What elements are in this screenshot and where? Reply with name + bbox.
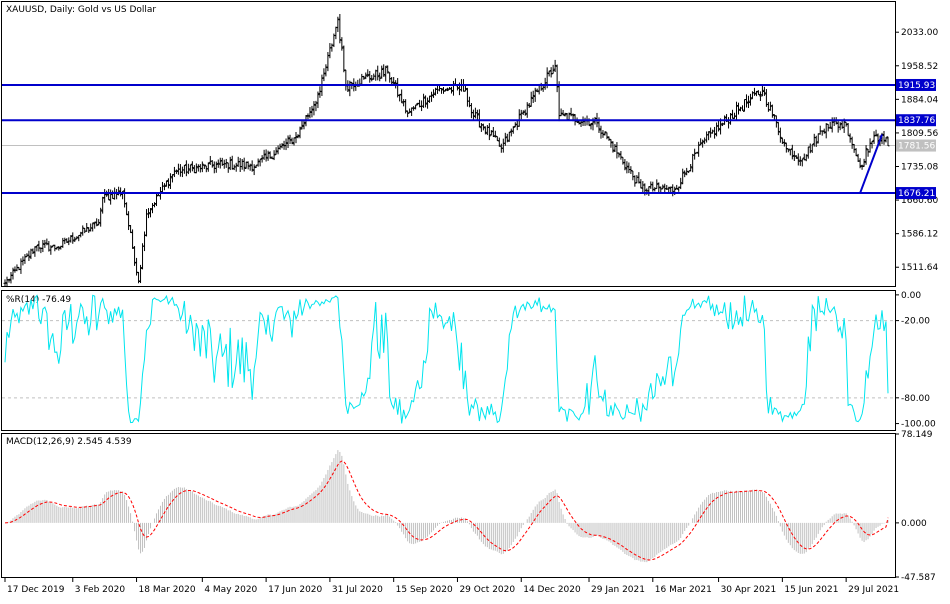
- williams-y-tick-label: -100.00: [901, 420, 936, 430]
- price-y-tick-label: 1884.04: [901, 95, 938, 105]
- current-price-tag: [896, 139, 936, 152]
- macd-title: MACD(12,26,9) 2.545 4.539: [6, 437, 132, 447]
- level-price-tag: [896, 187, 936, 200]
- x-tick-label: 29 Jul 2021: [848, 585, 899, 595]
- price-y-tick-label: 1735.08: [901, 163, 938, 173]
- x-tick-label: 14 Dec 2020: [523, 585, 581, 595]
- x-tick-label: 31 Jul 2020: [332, 585, 383, 595]
- x-tick-label: 3 Feb 2020: [75, 585, 126, 595]
- macd-y-tick-label: 0.000: [901, 519, 927, 529]
- level-price-tag: [896, 78, 936, 91]
- price-y-tick-label: 1958.52: [901, 62, 938, 72]
- macd-pane: [1, 433, 896, 578]
- x-tick-label: 29 Jan 2021: [591, 585, 645, 595]
- williams-y-tick-label: -20.00: [901, 317, 930, 327]
- macd-layer: 78.149 0.000 -47.587: [4, 430, 936, 583]
- williams-title: %R(14) -76.49: [6, 295, 71, 305]
- x-tick-label: 15 Sep 2020: [396, 585, 453, 595]
- level-price-label: 1837.76: [898, 116, 935, 126]
- price-y-tick-label: 1809.56: [901, 129, 938, 139]
- x-tick-label: 18 Mar 2020: [139, 585, 196, 595]
- level-price-tag: [896, 114, 936, 127]
- williams-pane: [1, 290, 896, 431]
- macd-y-tick-label: -47.587: [901, 573, 936, 583]
- x-tick-label: 29 Oct 2020: [459, 585, 515, 595]
- x-tick-label: 16 Mar 2021: [655, 585, 712, 595]
- x-tick-label: 30 Apr 2021: [721, 585, 777, 595]
- price-layer: 2033.00 1958.52 1884.04 1809.56 1735.08 1660.…: [2, 14, 938, 288]
- level-price-label: 1676.21: [898, 189, 935, 199]
- price-title: XAUUSD, Daily: Gold vs US Dollar: [6, 5, 156, 15]
- price-y-tick-label: 1660.60: [901, 196, 938, 206]
- x-tick-label: 17 Dec 2019: [7, 585, 65, 595]
- macd-y-tick-label: 78.149: [901, 430, 933, 440]
- williams-y-tick-label: -80.00: [901, 394, 930, 404]
- x-axis: 17 Dec 2019 3 Feb 2020 18 Mar 2020 4 May 20…: [4, 578, 899, 595]
- trendline: [859, 134, 883, 194]
- current-price-label: 1781.56: [898, 142, 935, 152]
- williams-y-tick-label: 0.00: [901, 291, 921, 301]
- x-tick-label: 17 Jun 2020: [268, 585, 322, 595]
- x-tick-label: 4 May 2020: [204, 585, 257, 595]
- price-y-tick-label: 2033.00: [901, 28, 938, 38]
- price-pane: [1, 1, 896, 287]
- level-price-label: 1915.93: [898, 81, 935, 91]
- williams-line: [4, 294, 889, 424]
- price-y-tick-label: 1511.64: [901, 263, 938, 273]
- macd-signal-line: [4, 460, 889, 561]
- price-y-tick-label: 1586.12: [901, 230, 938, 240]
- x-tick-label: 15 Jun 2021: [784, 585, 838, 595]
- williams-layer: 0.00 -20.00 -80.00 -100.00: [2, 291, 936, 430]
